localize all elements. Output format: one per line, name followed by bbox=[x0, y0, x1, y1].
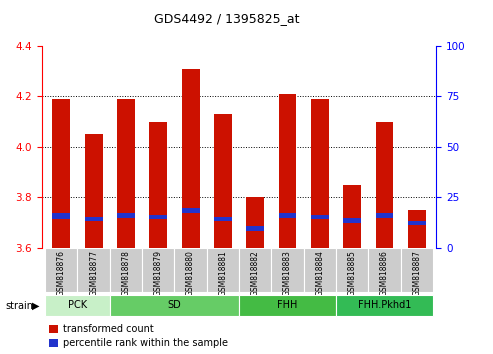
Text: GSM818885: GSM818885 bbox=[348, 250, 357, 296]
Text: GSM818878: GSM818878 bbox=[121, 250, 131, 296]
Bar bbox=[279, 213, 296, 218]
Bar bbox=[117, 99, 135, 248]
Text: transformed count: transformed count bbox=[63, 324, 154, 334]
Bar bbox=[149, 122, 167, 248]
Text: GSM818884: GSM818884 bbox=[316, 250, 324, 296]
Bar bbox=[207, 248, 239, 292]
Bar bbox=[376, 122, 393, 248]
Text: percentile rank within the sample: percentile rank within the sample bbox=[63, 338, 228, 348]
Bar bbox=[175, 248, 207, 292]
Bar bbox=[182, 69, 200, 248]
Bar bbox=[110, 295, 239, 316]
Bar bbox=[246, 226, 264, 232]
Text: PCK: PCK bbox=[68, 300, 87, 310]
Bar bbox=[142, 248, 175, 292]
Bar bbox=[45, 295, 110, 316]
Bar bbox=[239, 248, 272, 292]
Bar bbox=[149, 215, 167, 219]
Text: GSM818882: GSM818882 bbox=[251, 250, 260, 296]
Bar bbox=[52, 213, 70, 219]
Bar bbox=[45, 248, 77, 292]
Text: GSM818886: GSM818886 bbox=[380, 250, 389, 296]
Bar bbox=[214, 217, 232, 221]
Bar bbox=[279, 94, 296, 248]
Bar bbox=[304, 248, 336, 292]
Bar bbox=[77, 248, 110, 292]
Bar bbox=[52, 99, 70, 248]
Bar bbox=[85, 134, 103, 248]
Text: GSM818879: GSM818879 bbox=[154, 250, 163, 296]
Text: SD: SD bbox=[168, 300, 181, 310]
Bar bbox=[246, 198, 264, 248]
Bar bbox=[343, 218, 361, 223]
Text: GSM818880: GSM818880 bbox=[186, 250, 195, 296]
Bar bbox=[408, 210, 426, 248]
Bar bbox=[110, 248, 142, 292]
Text: strain: strain bbox=[5, 301, 33, 311]
Text: GDS4492 / 1395825_at: GDS4492 / 1395825_at bbox=[154, 12, 300, 25]
Text: FHH.Pkhd1: FHH.Pkhd1 bbox=[358, 300, 411, 310]
Bar bbox=[272, 248, 304, 292]
Bar bbox=[214, 114, 232, 248]
Text: ▶: ▶ bbox=[32, 301, 39, 311]
Bar bbox=[239, 295, 336, 316]
Bar bbox=[408, 221, 426, 225]
Bar bbox=[311, 99, 329, 248]
Text: FHH: FHH bbox=[278, 300, 298, 310]
Bar bbox=[85, 217, 103, 221]
Bar bbox=[343, 185, 361, 248]
Bar bbox=[401, 248, 433, 292]
Text: GSM818876: GSM818876 bbox=[57, 250, 66, 296]
Bar bbox=[336, 248, 368, 292]
Bar bbox=[368, 248, 401, 292]
Bar bbox=[376, 213, 393, 218]
Bar bbox=[182, 208, 200, 213]
Text: GSM818887: GSM818887 bbox=[413, 250, 422, 296]
Bar bbox=[336, 295, 433, 316]
Text: GSM818881: GSM818881 bbox=[218, 250, 227, 296]
Text: GSM818883: GSM818883 bbox=[283, 250, 292, 296]
Bar bbox=[311, 215, 329, 219]
Text: GSM818877: GSM818877 bbox=[89, 250, 98, 296]
Bar bbox=[117, 213, 135, 218]
